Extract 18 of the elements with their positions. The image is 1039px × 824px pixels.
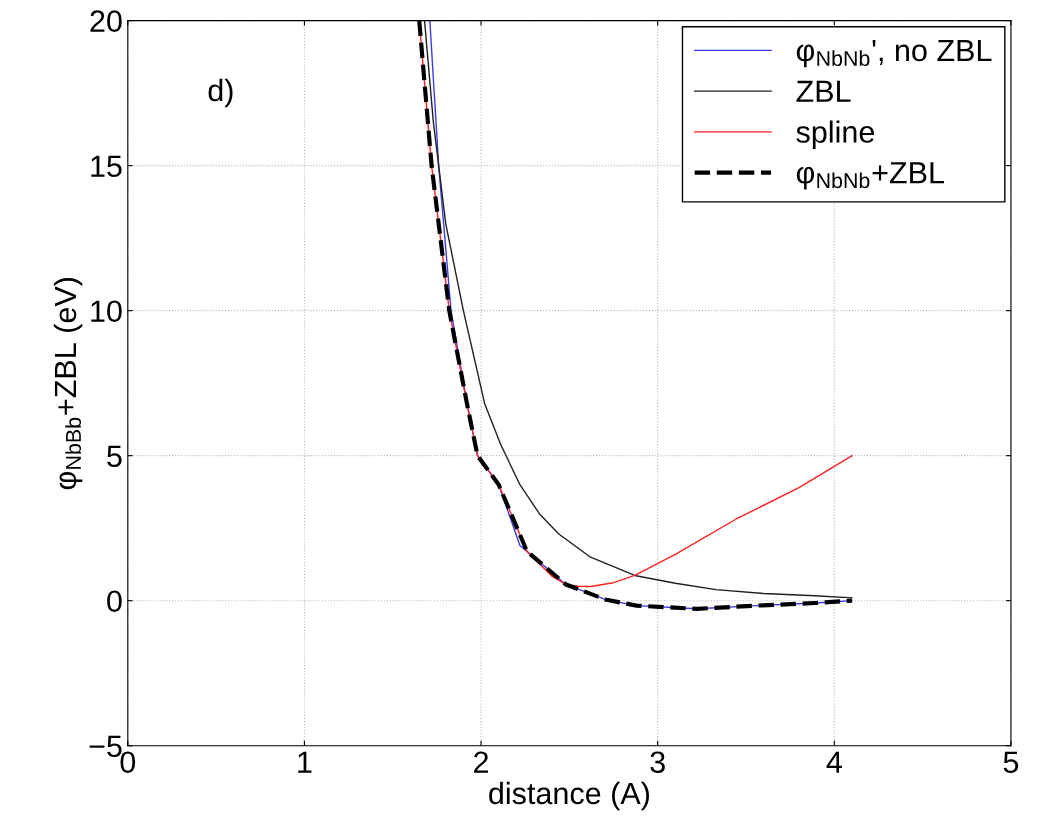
y-tick-label: 5 [107, 445, 122, 468]
x-tick-label: 1 [298, 751, 312, 773]
legend-label: ZBL [796, 80, 851, 102]
legend-label: φ$_{NbNb}$+ZBL [796, 162, 944, 190]
x-tick-label: 5 [1003, 751, 1019, 774]
y-tick-label: 15 [91, 155, 122, 177]
x-tick-label: 2 [474, 751, 489, 773]
y-tick-label: 0 [107, 590, 122, 613]
x-tick-label: 4 [826, 751, 842, 773]
annotation: d) [208, 78, 233, 108]
legend-label: φ$_{NbNb}$', no ZBL [796, 39, 992, 68]
legend-label: spline [796, 120, 875, 149]
y-tick-label: 10 [91, 300, 122, 323]
y-tick-label: −5 [89, 735, 122, 758]
x-axis-title: distance (A) [489, 781, 649, 811]
x-tick-label: 3 [650, 751, 665, 774]
y-tick-label: 20 [90, 10, 122, 32]
y-axis-title: φ$_{NbBb}$+ZBL (eV) [53, 277, 83, 490]
